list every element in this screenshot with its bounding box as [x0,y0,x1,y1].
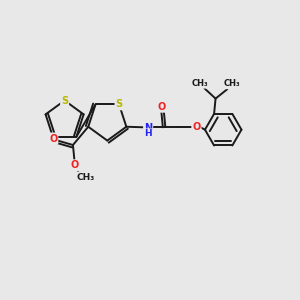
Text: O: O [70,160,79,170]
Text: CH₃: CH₃ [192,79,208,88]
Text: O: O [192,122,201,132]
Text: S: S [61,95,68,106]
Text: O: O [157,102,166,112]
Text: H: H [144,129,152,138]
Text: N: N [144,123,152,133]
Text: CH₃: CH₃ [76,172,94,182]
Text: CH₃: CH₃ [224,79,240,88]
Text: O: O [49,134,57,143]
Text: S: S [116,99,123,110]
